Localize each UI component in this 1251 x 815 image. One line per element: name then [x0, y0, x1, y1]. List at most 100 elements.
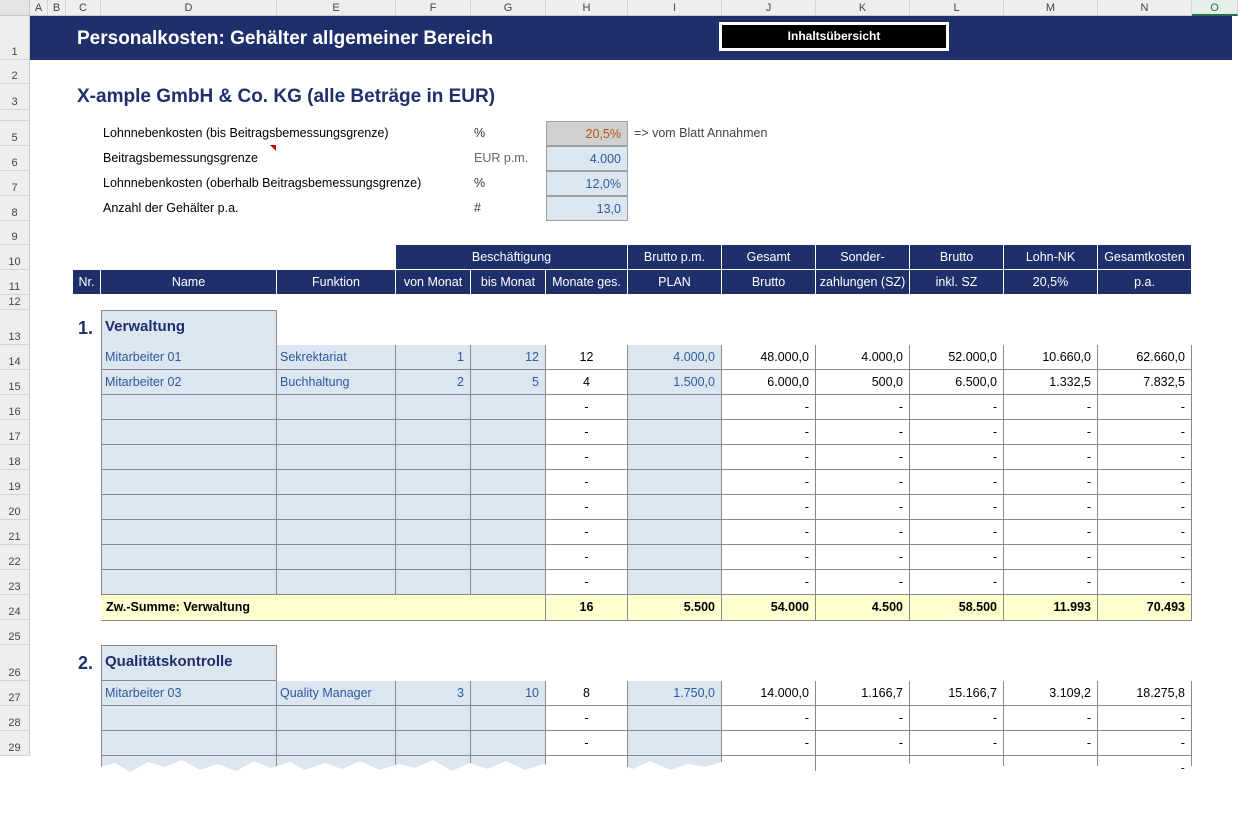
- column-header-o[interactable]: O: [1192, 0, 1238, 16]
- row-header[interactable]: 15: [0, 370, 30, 395]
- gross-monthly-cell[interactable]: 4.000,0: [628, 345, 722, 370]
- column-header-n[interactable]: N: [1098, 0, 1192, 16]
- row-header[interactable]: 21: [0, 520, 30, 545]
- gross-monthly-cell[interactable]: [628, 395, 722, 420]
- row-header[interactable]: 7: [0, 171, 30, 196]
- function-cell[interactable]: Sekrektariat: [277, 345, 396, 370]
- row-header[interactable]: 25: [0, 620, 30, 645]
- row-header[interactable]: 17: [0, 420, 30, 445]
- employee-name-cell[interactable]: [101, 395, 277, 420]
- employee-name-cell[interactable]: [101, 570, 277, 595]
- gross-monthly-cell[interactable]: [628, 470, 722, 495]
- row-header[interactable]: 26: [0, 645, 30, 681]
- from-month-cell[interactable]: 1: [396, 345, 471, 370]
- column-header-a[interactable]: A: [30, 0, 48, 16]
- row-header[interactable]: 23: [0, 570, 30, 595]
- row-header[interactable]: 11: [0, 270, 30, 295]
- row-header[interactable]: [0, 110, 30, 121]
- to-month-cell[interactable]: [471, 520, 546, 545]
- row-header[interactable]: 16: [0, 395, 30, 420]
- gross-monthly-cell[interactable]: [628, 731, 722, 756]
- column-header-l[interactable]: L: [910, 0, 1004, 16]
- column-header-c[interactable]: C: [66, 0, 101, 16]
- row-header[interactable]: 10: [0, 245, 30, 270]
- to-month-cell[interactable]: [471, 570, 546, 595]
- row-header[interactable]: 3: [0, 84, 30, 110]
- employee-name-cell[interactable]: Mitarbeiter 02: [101, 370, 277, 395]
- employee-name-cell[interactable]: [101, 470, 277, 495]
- column-header-g[interactable]: G: [471, 0, 546, 16]
- function-cell[interactable]: Buchhaltung: [277, 370, 396, 395]
- from-month-cell[interactable]: [396, 395, 471, 420]
- section-title[interactable]: Verwaltung: [101, 310, 277, 346]
- employee-name-cell[interactable]: [101, 420, 277, 445]
- row-header[interactable]: 5: [0, 121, 30, 146]
- column-header-i[interactable]: I: [628, 0, 722, 16]
- row-header[interactable]: 28: [0, 706, 30, 731]
- row-header[interactable]: 19: [0, 470, 30, 495]
- column-header-b[interactable]: B: [48, 0, 66, 16]
- gross-monthly-cell[interactable]: [628, 706, 722, 731]
- employee-name-cell[interactable]: Mitarbeiter 01: [101, 345, 277, 370]
- function-cell[interactable]: [277, 445, 396, 470]
- param-value-cell[interactable]: 13,0: [546, 196, 628, 221]
- function-cell[interactable]: [277, 520, 396, 545]
- row-header[interactable]: 9: [0, 221, 30, 245]
- from-month-cell[interactable]: 2: [396, 370, 471, 395]
- row-header[interactable]: 29: [0, 731, 30, 756]
- function-cell[interactable]: [277, 545, 396, 570]
- comment-indicator-icon[interactable]: [270, 145, 276, 151]
- function-cell[interactable]: [277, 395, 396, 420]
- gross-monthly-cell[interactable]: [628, 445, 722, 470]
- employee-name-cell[interactable]: [101, 731, 277, 756]
- function-cell[interactable]: [277, 706, 396, 731]
- column-header-h[interactable]: H: [546, 0, 628, 16]
- column-header-k[interactable]: K: [816, 0, 910, 16]
- function-cell[interactable]: [277, 470, 396, 495]
- column-header-e[interactable]: E: [277, 0, 396, 16]
- to-month-cell[interactable]: 12: [471, 345, 546, 370]
- row-header[interactable]: 24: [0, 595, 30, 620]
- gross-monthly-cell[interactable]: 1.750,0: [628, 681, 722, 706]
- row-header[interactable]: 27: [0, 681, 30, 706]
- to-month-cell[interactable]: 5: [471, 370, 546, 395]
- employee-name-cell[interactable]: [101, 520, 277, 545]
- row-header[interactable]: 22: [0, 545, 30, 570]
- to-month-cell[interactable]: [471, 731, 546, 756]
- from-month-cell[interactable]: 3: [396, 681, 471, 706]
- row-header[interactable]: 2: [0, 60, 30, 84]
- to-month-cell[interactable]: [471, 445, 546, 470]
- gross-monthly-cell[interactable]: [628, 420, 722, 445]
- to-month-cell[interactable]: 10: [471, 681, 546, 706]
- to-month-cell[interactable]: [471, 706, 546, 731]
- from-month-cell[interactable]: [396, 420, 471, 445]
- column-header-d[interactable]: D: [101, 0, 277, 16]
- section-title[interactable]: Qualitätskontrolle: [101, 645, 277, 681]
- row-header[interactable]: 18: [0, 445, 30, 470]
- gross-monthly-cell[interactable]: [628, 495, 722, 520]
- to-month-cell[interactable]: [471, 470, 546, 495]
- row-header[interactable]: 6: [0, 146, 30, 171]
- gross-monthly-cell[interactable]: [628, 545, 722, 570]
- function-cell[interactable]: [277, 495, 396, 520]
- gross-monthly-cell[interactable]: 1.500,0: [628, 370, 722, 395]
- from-month-cell[interactable]: [396, 706, 471, 731]
- row-header[interactable]: 12: [0, 295, 30, 310]
- to-month-cell[interactable]: [471, 495, 546, 520]
- table-of-contents-button[interactable]: Inhaltsübersicht: [719, 22, 949, 51]
- gross-monthly-cell[interactable]: [628, 520, 722, 545]
- to-month-cell[interactable]: [471, 420, 546, 445]
- employee-name-cell[interactable]: [101, 545, 277, 570]
- from-month-cell[interactable]: [396, 545, 471, 570]
- function-cell[interactable]: Quality Manager: [277, 681, 396, 706]
- column-header-m[interactable]: M: [1004, 0, 1098, 16]
- employee-name-cell[interactable]: [101, 445, 277, 470]
- row-header[interactable]: 20: [0, 495, 30, 520]
- param-value-cell[interactable]: 12,0%: [546, 171, 628, 196]
- gross-monthly-cell[interactable]: [628, 570, 722, 595]
- param-value-cell[interactable]: 4.000: [546, 146, 628, 171]
- from-month-cell[interactable]: [396, 570, 471, 595]
- function-cell[interactable]: [277, 420, 396, 445]
- row-header[interactable]: 8: [0, 196, 30, 221]
- param-value-cell[interactable]: 20,5%: [546, 121, 628, 146]
